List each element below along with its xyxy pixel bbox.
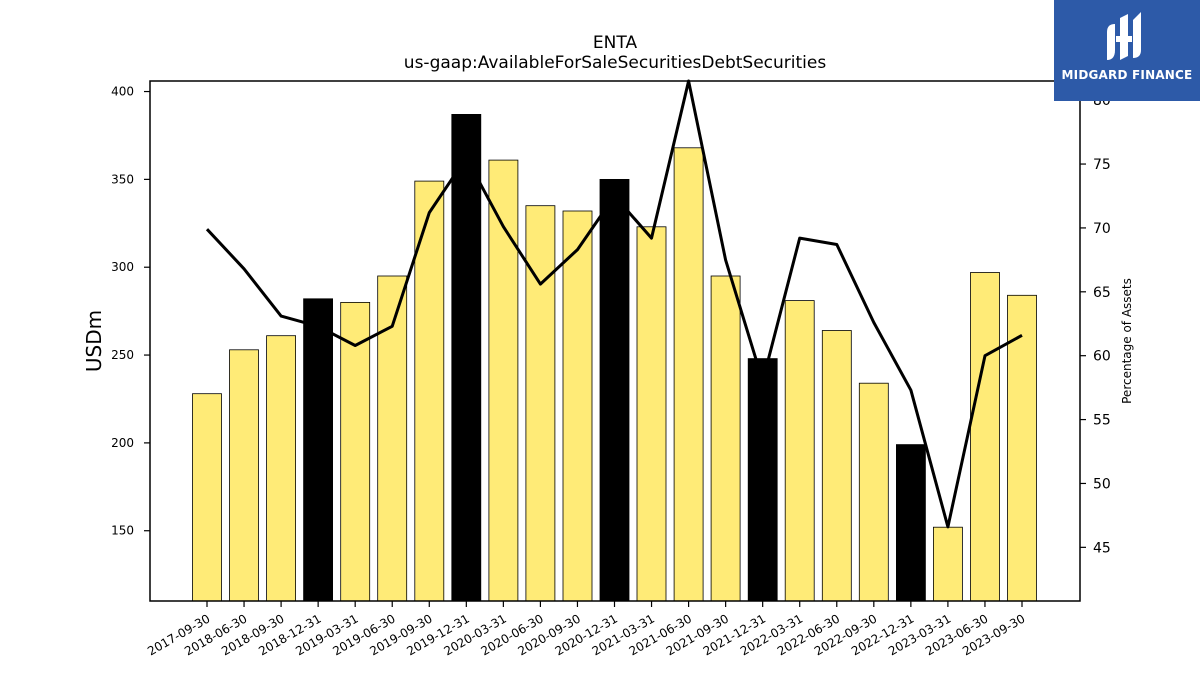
midgard-finance-logo: MIDGARD FINANCE (1054, 0, 1200, 101)
bar-2019-09-30 (414, 180, 445, 602)
percentage-line (205, 79, 1023, 529)
bar-2020-06-30 (525, 205, 556, 602)
y-right-tick-label: 45 (1093, 540, 1111, 556)
bars-group (192, 114, 1037, 602)
bar-2019-12-31 (451, 114, 482, 602)
logo-text: MIDGARD FINANCE (1061, 68, 1193, 82)
bar-2022-09-30 (858, 382, 889, 602)
y-left-tick-label: 250 (111, 348, 134, 362)
y-right-tick-label: 60 (1093, 349, 1111, 365)
bar-2018-12-31 (303, 298, 334, 602)
y-left-tick-label: 200 (111, 436, 134, 450)
y-right-tick-label: 75 (1093, 157, 1111, 173)
y-right-tick-label: 50 (1093, 476, 1111, 492)
bar-2022-06-30 (821, 330, 852, 602)
bar-2023-03-31 (933, 526, 963, 602)
bar-2023-09-30 (1007, 294, 1037, 602)
y-left-tick-label: 400 (111, 85, 134, 99)
bar-2020-09-30 (562, 210, 593, 602)
y-axis-label-right: Percentage of Assets (1120, 278, 1134, 404)
y-right-tick-label: 70 (1093, 221, 1111, 237)
y-axis-label-left: USDm (82, 310, 106, 372)
bar-2020-12-31 (599, 178, 630, 602)
bar-2020-03-31 (488, 159, 519, 602)
bar-2021-09-30 (710, 275, 741, 602)
bar-2019-03-31 (340, 301, 371, 602)
y-left-tick-label: 150 (111, 524, 134, 538)
y-left-tick-label: 300 (111, 260, 134, 274)
bar-2021-12-31 (747, 358, 778, 602)
midgard-logo-icon (1107, 12, 1141, 60)
y-right-tick-label: 55 (1093, 413, 1111, 429)
y-left-tick-label: 350 (111, 172, 134, 186)
bar-2018-06-30 (229, 349, 259, 602)
y-left-axis: 150 200 250 300 350 400 (111, 85, 150, 538)
bar-2021-03-31 (636, 226, 667, 602)
bar-2021-06-30 (673, 147, 704, 602)
bar-2023-06-30 (970, 272, 1000, 602)
bar-2022-03-31 (784, 300, 815, 602)
chart-title: ENTA (593, 33, 638, 53)
bar-2022-12-31 (896, 444, 926, 602)
chart-subtitle: us-gaap:AvailableForSaleSecuritiesDebtSe… (404, 53, 827, 73)
bar-2018-09-30 (266, 335, 297, 602)
y-right-tick-label: 65 (1093, 285, 1111, 301)
bar-2017-09-30 (192, 393, 222, 602)
x-axis: 2017-09-302018-06-302018-09-302018-12-31… (145, 601, 1028, 658)
line-group (205, 79, 1023, 529)
